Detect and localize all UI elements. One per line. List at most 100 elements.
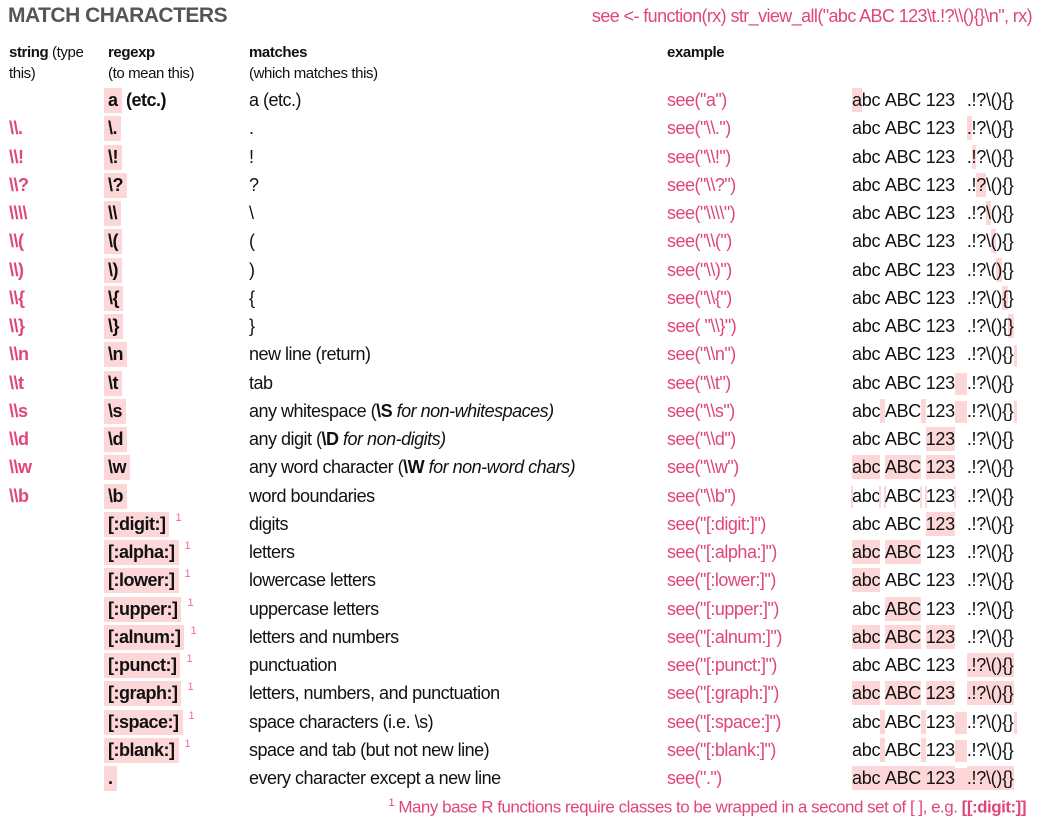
sample-char: . [966,626,972,647]
matches-description: uppercase letters [249,595,379,623]
sample-char: 1 [925,231,936,252]
sample-char: . [966,287,972,308]
sample-char: . [966,681,972,706]
sample-char: 2 [935,203,946,223]
sample-char: ( [990,259,997,280]
header-string-sub2: this) [9,65,36,82]
note-open: ( [316,429,322,449]
sample-char: } [1007,429,1014,449]
tab-char [955,175,967,197]
sample-char: } [1007,90,1014,110]
sample-char: 1 [925,681,936,706]
sample-char: { [1002,429,1008,449]
sample-char: 2 [935,739,946,760]
sample-char: } [1007,457,1014,478]
sample-char: ? [976,739,986,760]
sample-char: ! [971,457,977,478]
footnote-ref: 1 [184,540,191,552]
regexp-pattern: [:digit:] [104,511,170,537]
table-row: \\t \t tab see("\\t") abc ABC 123 .!?\(){} [0,369,1042,397]
sample-char: ! [971,513,977,534]
example-code: see("[:blank:]") [667,739,776,760]
sample-char: b [861,400,872,421]
tab-char [955,514,967,536]
sample-char: b [861,624,872,649]
sample-char: \ [985,739,991,760]
sample-char: } [1007,203,1014,223]
newline-char [1014,232,1017,254]
regexp-pattern: [:upper:] [104,596,182,622]
matches-text: any word character [249,457,398,478]
sample-char: c [871,568,881,593]
sample-char: ( [990,287,997,308]
sample-char: C [908,540,921,564]
regexp: \( [104,227,122,255]
sample-char: 1 [925,711,936,732]
regexp-pattern: \) [104,257,122,283]
regexp-pattern: [:alpha:] [104,540,179,565]
sample-char: B [896,655,909,675]
sample-char: b [861,344,872,365]
sample-char: ? [976,118,986,139]
sample-char: B [896,316,909,336]
table-row: \\(\((see("\\(") abc ABC 123 .!?\(){} [0,227,1042,255]
sample-char: a [852,372,862,393]
sample-char: ( [990,681,997,706]
sample-char: \ [985,681,991,706]
example-result: abc ABC 123 .!?\(){} [852,114,1017,142]
sample-char: c [871,90,881,110]
sample-char: ? [976,344,986,365]
sample-char: B [896,540,909,564]
sample-char: 2 [935,146,946,167]
sample-char: b [861,259,872,280]
sample-char: { [1002,231,1008,252]
sample-char: c [871,455,881,480]
newline-char [1014,542,1017,564]
sample-char: B [896,711,909,732]
sample-char: b [861,429,872,449]
sample-char: A [884,513,897,534]
sample-char: 1 [925,146,936,167]
sample-char: a [852,231,862,252]
regexp-pattern: \\ [104,201,122,226]
tab-char [955,90,967,112]
sample-char: B [896,485,909,506]
example-code: see("\\!") [667,146,731,167]
sample-char: a [852,146,862,167]
sample-char: A [884,485,897,506]
sample-char: ( [990,118,997,139]
sample-char: A [884,372,897,393]
regexp-pattern: [:blank:] [104,737,179,763]
sample-char: c [871,655,881,675]
regexp: [:lower:] 1 [104,566,191,594]
sample-char: a [852,739,862,760]
sample-char: ( [990,766,997,790]
note-bold: \W [403,457,425,478]
sample-char: } [1007,372,1014,393]
sample-char: B [896,400,909,421]
note-open: ( [397,457,404,478]
sample-char: B [896,596,909,621]
sample-char: 1 [925,485,936,506]
example-code: see("\\d") [667,429,736,449]
word-boundary-mark [883,485,886,508]
sample-char: 1 [925,739,936,760]
sample-char: ? [976,626,986,647]
sample-char: 2 [935,400,946,421]
sample-char: a [852,429,862,449]
newline-char [1014,458,1017,480]
sample-char: b [861,287,872,308]
sample-char: ) [996,372,1003,393]
sample-char: C [908,655,921,675]
regexp: \. [104,114,122,142]
newline-char [1013,401,1017,423]
example-code: see("[:graph:]") [667,683,779,704]
sample-char: ) [996,457,1003,478]
word-boundary-mark [851,485,853,508]
sample-char: \ [985,231,991,252]
sample-char: A [884,655,897,675]
header-string: string (type this) [9,42,84,84]
regexp: [:upper:] 1 [104,595,194,623]
sample-char: C [908,596,921,621]
sample-char: { [1002,513,1008,534]
